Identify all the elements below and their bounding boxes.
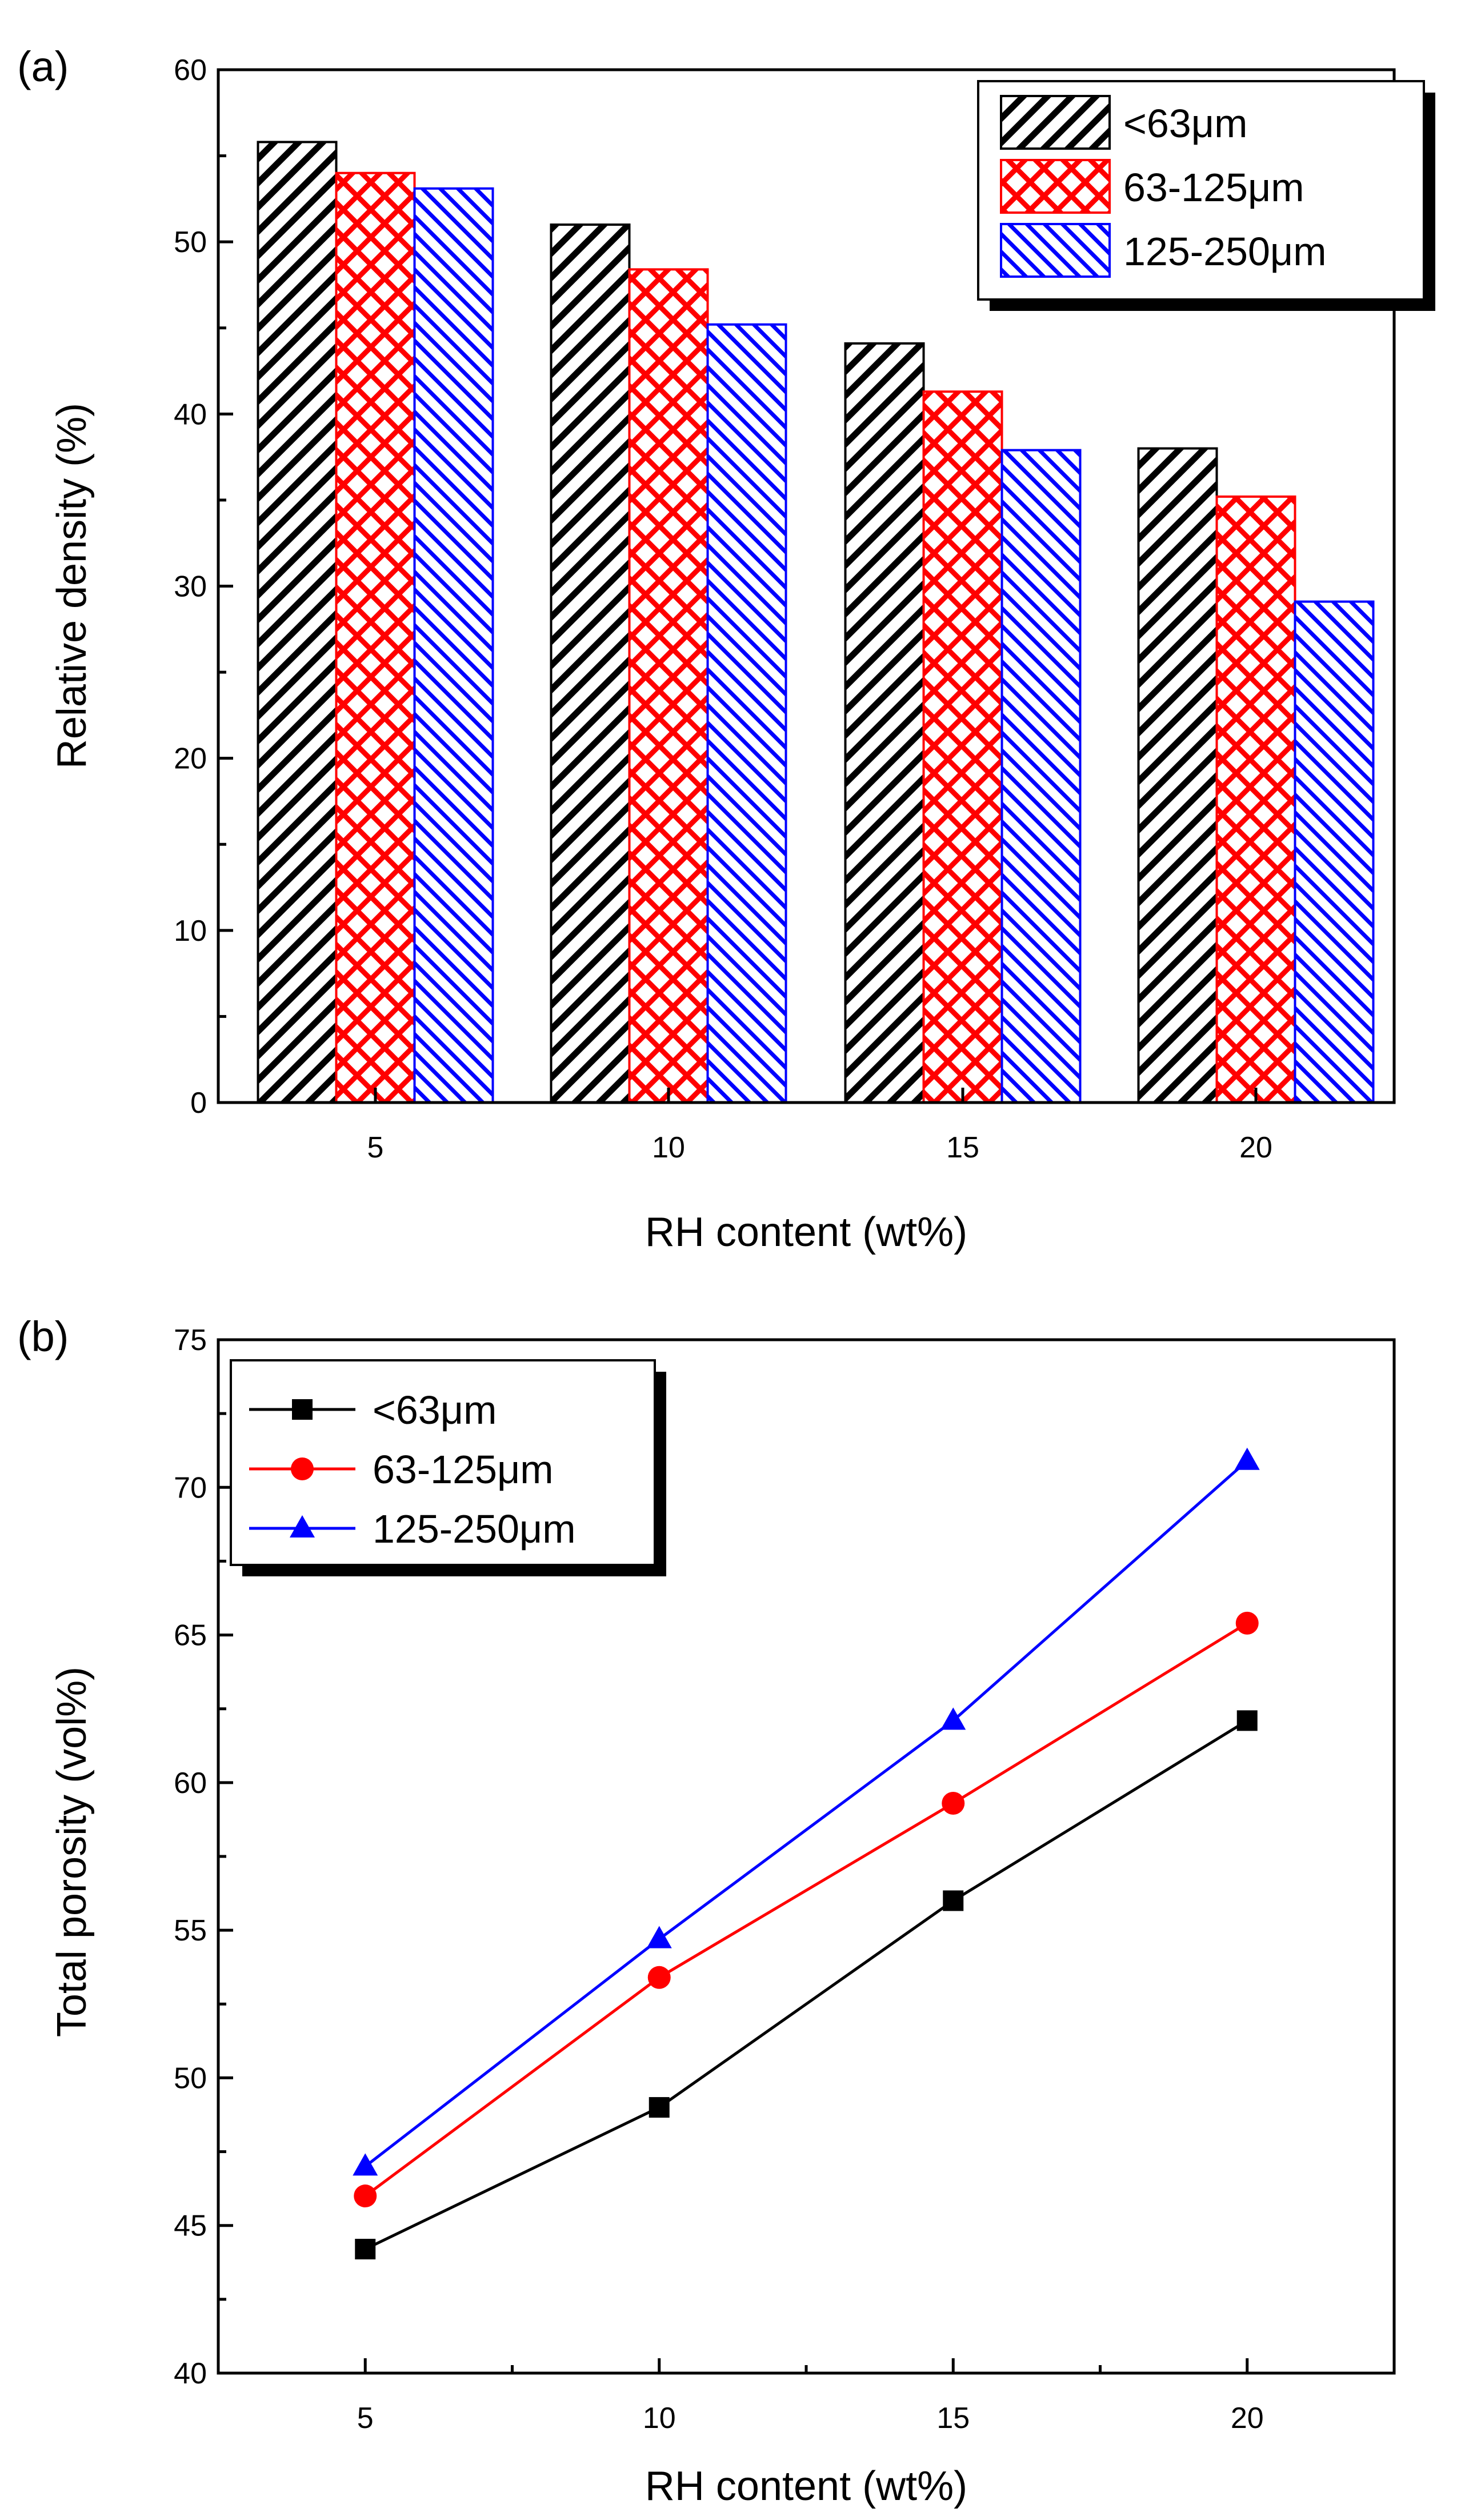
bar-3-series-1 (844, 342, 925, 1104)
point-series-2-x10 (647, 1966, 671, 1989)
y-tick-label: 75 (174, 1324, 207, 1357)
y-tick-label: 60 (174, 1767, 207, 1800)
y-axis-title: Total porosity (vol%) (49, 1667, 95, 2037)
y-tick-label: 40 (174, 2357, 207, 2390)
y-tick-label: 20 (174, 742, 207, 776)
y-tick-label: 60 (174, 54, 207, 87)
y-tick-label: 50 (174, 2062, 207, 2095)
legend-label-1: <63μm (1123, 101, 1247, 146)
legend-swatch-3 (1000, 223, 1111, 278)
legend-label-2: 63-125μm (373, 1447, 554, 1492)
legend-marker-3 (290, 1515, 315, 1537)
series-line-2 (364, 1622, 1248, 2198)
x-tick-label: 20 (1239, 1131, 1272, 1164)
x-tick-label: 5 (367, 1131, 384, 1164)
legend-marker-1 (292, 1399, 313, 1420)
point-series-2-x15 (942, 1792, 965, 1815)
axes-layer: 40 45 50 55 60 65 70 75 5 10 15 20 (174, 1324, 1264, 2435)
legend: <63μm 63-125μm 125-250μm (230, 1359, 666, 1576)
bar-1-series-3 (413, 187, 494, 1104)
y-tick-label: 55 (174, 1914, 207, 1947)
bar-1-series-2 (335, 171, 416, 1104)
point-series-3-x20 (1234, 1447, 1260, 1470)
bar-3-series-3 (1000, 449, 1082, 1104)
y-tick-label: 45 (174, 2210, 207, 2243)
bar-1-series-1 (257, 141, 338, 1104)
series-line-1 (365, 1719, 1248, 2251)
legend-swatch-2 (1000, 159, 1111, 214)
y-tick-label: 65 (174, 1619, 207, 1652)
bar-3-series-2 (922, 390, 1003, 1104)
point-series-1-x20 (1236, 1710, 1258, 1731)
x-tick-label: 15 (936, 2402, 970, 2435)
y-tick-label: 10 (174, 914, 207, 948)
bar-2-series-2 (628, 268, 709, 1104)
bars-layer (257, 141, 1375, 1104)
legend-label-3: 125-250μm (373, 1507, 576, 1551)
point-series-3-x10 (646, 1926, 672, 1948)
series-layer (353, 1447, 1260, 2260)
x-tick-label: 5 (357, 2402, 374, 2435)
bar-4-series-3 (1294, 600, 1375, 1104)
y-tick-label: 0 (190, 1087, 207, 1120)
y-tick-label: 40 (174, 398, 207, 431)
point-series-1-x15 (943, 1890, 964, 1911)
bar-4-series-1 (1137, 447, 1218, 1104)
series-line-3 (364, 1459, 1248, 2168)
panel-a-bar-chart: (a) 0 10 20 30 40 50 60 5 10 15 20 RH content (wt%… (17, 43, 1435, 1255)
point-series-2-x5 (354, 2184, 377, 2208)
point-series-3-x5 (353, 2153, 378, 2176)
legend-label-1: <63μm (373, 1388, 497, 1432)
panel-b-line-chart: (b) 40 45 50 55 60 65 70 75 5 10 15 20 RH content (… (17, 1313, 1396, 2509)
x-tick-label: 20 (1231, 2402, 1264, 2435)
bar-2-series-1 (550, 223, 631, 1104)
x-axis-title: RH content (wt%) (645, 1209, 967, 1255)
point-series-2-x20 (1235, 1611, 1259, 1635)
bar-2-series-3 (706, 323, 787, 1104)
x-tick-label: 10 (643, 2402, 676, 2435)
y-tick-label: 50 (174, 226, 207, 259)
legend-label-2: 63-125μm (1123, 165, 1304, 210)
bar-4-series-2 (1215, 495, 1296, 1104)
x-tick-label: 10 (652, 1131, 685, 1164)
x-tick-label: 15 (946, 1131, 979, 1164)
legend-marker-2 (291, 1457, 314, 1480)
x-axis-title: RH content (wt%) (645, 2463, 967, 2509)
y-axis-title: Relative density (%) (49, 403, 95, 769)
point-series-1-x10 (649, 2097, 670, 2118)
y-tick-label: 70 (174, 1471, 207, 1504)
legend-label-3: 125-250μm (1123, 229, 1327, 274)
axes-layer: 0 10 20 30 40 50 60 5 10 15 20 (174, 54, 1272, 1164)
point-series-1-x5 (355, 2239, 376, 2260)
legend-swatch-1 (1000, 95, 1111, 150)
panel-a-label: (a) (17, 43, 69, 90)
legend: <63μm 63-125μm 125-250μm (977, 80, 1435, 311)
panel-b-label: (b) (17, 1313, 69, 1360)
y-tick-label: 30 (174, 570, 207, 604)
point-series-3-x15 (940, 1707, 966, 1730)
